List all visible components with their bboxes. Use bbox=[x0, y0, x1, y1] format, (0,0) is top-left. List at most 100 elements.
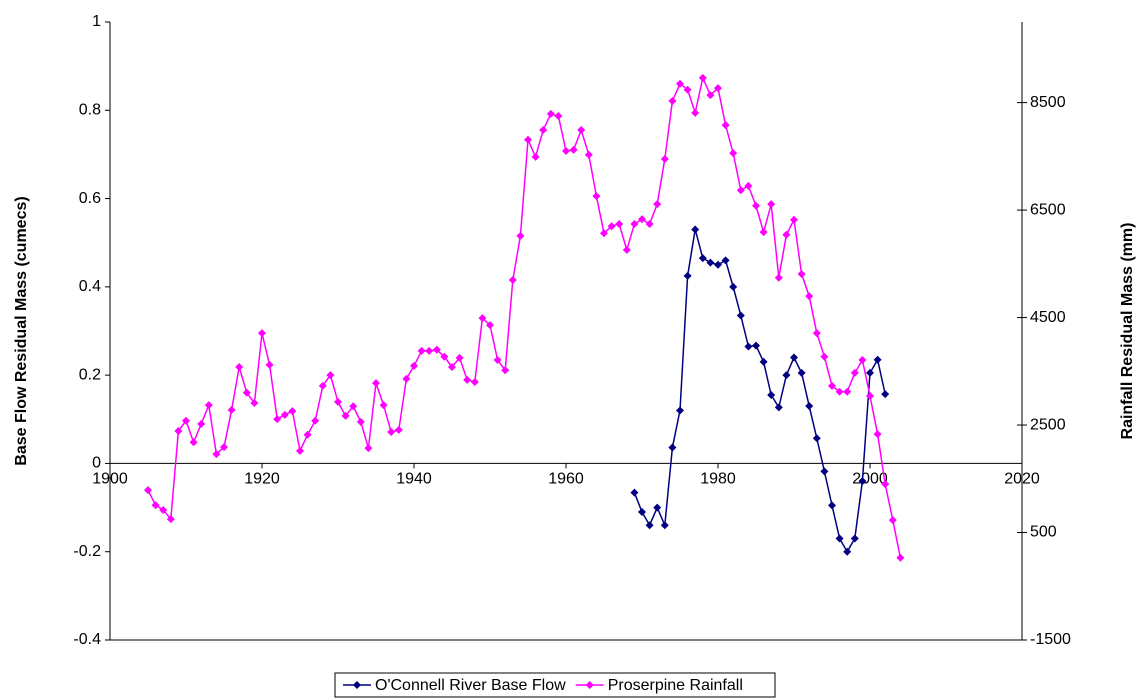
point bbox=[729, 149, 738, 158]
y2-tick-label: 2500 bbox=[1030, 416, 1066, 433]
point bbox=[805, 292, 814, 301]
point bbox=[258, 329, 266, 338]
point bbox=[577, 126, 586, 135]
point bbox=[782, 230, 791, 239]
point bbox=[683, 271, 692, 280]
point bbox=[706, 258, 715, 267]
point bbox=[866, 368, 874, 377]
point bbox=[280, 410, 289, 419]
point bbox=[159, 505, 168, 514]
point bbox=[714, 84, 722, 93]
point bbox=[410, 361, 418, 370]
point bbox=[828, 381, 836, 390]
point bbox=[797, 270, 806, 279]
point bbox=[600, 229, 608, 238]
point bbox=[151, 501, 160, 510]
point bbox=[364, 444, 373, 453]
point bbox=[805, 402, 814, 411]
point bbox=[653, 200, 662, 209]
point bbox=[820, 467, 829, 476]
point bbox=[539, 126, 548, 135]
point bbox=[828, 501, 836, 510]
point bbox=[881, 480, 890, 489]
y-tick-label: 0.2 bbox=[79, 366, 101, 383]
point bbox=[326, 371, 335, 380]
point bbox=[166, 515, 175, 524]
point bbox=[470, 378, 479, 387]
point bbox=[706, 91, 715, 100]
point bbox=[752, 201, 760, 210]
point bbox=[676, 406, 684, 415]
y2-tick-label: 500 bbox=[1030, 524, 1057, 541]
point bbox=[866, 392, 874, 401]
point bbox=[562, 146, 570, 155]
point bbox=[356, 417, 365, 426]
point bbox=[394, 425, 403, 434]
point bbox=[569, 145, 578, 154]
y2-tick-label: 8500 bbox=[1030, 94, 1066, 111]
point bbox=[660, 155, 669, 164]
point bbox=[843, 547, 852, 556]
point bbox=[812, 434, 821, 443]
point bbox=[212, 450, 221, 459]
point bbox=[676, 79, 684, 88]
point bbox=[691, 108, 700, 117]
point bbox=[235, 363, 244, 372]
point bbox=[645, 521, 654, 530]
y-tick-label: 0 bbox=[92, 455, 101, 472]
legend-marker bbox=[353, 681, 361, 689]
point bbox=[372, 379, 380, 388]
point bbox=[516, 231, 525, 240]
point bbox=[296, 446, 304, 455]
point bbox=[759, 357, 768, 366]
point bbox=[790, 215, 798, 224]
y-axis-title: Base Flow Residual Mass (cumecs) bbox=[13, 196, 30, 465]
y2-tick-label: 6500 bbox=[1030, 201, 1066, 218]
point bbox=[744, 342, 753, 351]
point bbox=[736, 186, 745, 195]
point bbox=[790, 353, 798, 362]
y2-tick-label: 4500 bbox=[1030, 309, 1066, 326]
point bbox=[144, 486, 152, 495]
point bbox=[835, 534, 844, 543]
y-tick-label: 0.4 bbox=[79, 278, 101, 295]
point bbox=[220, 443, 228, 452]
point bbox=[881, 390, 890, 399]
point bbox=[714, 260, 722, 269]
point bbox=[455, 353, 464, 362]
point bbox=[288, 407, 297, 416]
point bbox=[273, 415, 282, 424]
point bbox=[767, 200, 776, 209]
point bbox=[896, 553, 905, 562]
point bbox=[615, 220, 624, 229]
y2-tick-label: -1500 bbox=[1030, 631, 1071, 648]
point bbox=[638, 507, 646, 516]
point bbox=[835, 387, 844, 396]
x-tick-label: 1920 bbox=[244, 471, 280, 488]
point bbox=[379, 401, 388, 410]
point bbox=[683, 85, 692, 94]
legend-label: Proserpine Rainfall bbox=[608, 677, 743, 694]
point bbox=[189, 438, 198, 447]
point bbox=[888, 516, 897, 525]
point bbox=[440, 352, 449, 361]
point bbox=[630, 220, 639, 229]
point bbox=[531, 152, 540, 161]
point bbox=[311, 416, 320, 425]
y-tick-label: 1 bbox=[92, 13, 101, 30]
point bbox=[250, 399, 259, 408]
x-tick-label: 1940 bbox=[396, 471, 432, 488]
point bbox=[774, 273, 783, 282]
point bbox=[782, 371, 791, 380]
x-tick-label: 1900 bbox=[92, 471, 128, 488]
y-tick-label: 0.8 bbox=[79, 102, 101, 119]
point bbox=[508, 275, 517, 284]
point bbox=[478, 314, 487, 323]
point bbox=[486, 321, 494, 330]
point bbox=[425, 346, 434, 355]
point bbox=[303, 430, 312, 439]
point bbox=[759, 228, 768, 237]
point bbox=[417, 346, 426, 355]
